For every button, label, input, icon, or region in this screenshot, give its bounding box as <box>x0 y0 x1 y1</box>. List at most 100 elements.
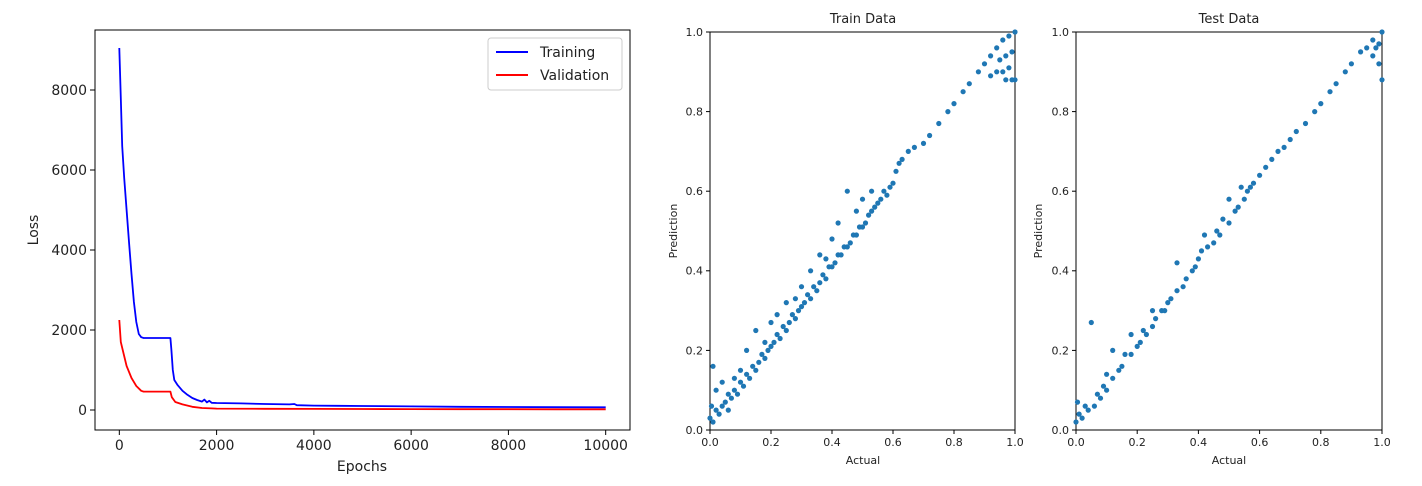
test-data-point <box>1263 164 1269 170</box>
train-data-point <box>768 319 774 326</box>
test-data-point <box>1149 308 1156 314</box>
train-data-point <box>814 288 820 294</box>
test-data-point <box>1076 411 1082 417</box>
test-data-point <box>1074 399 1081 405</box>
test-data-point <box>1201 232 1208 238</box>
loss-x-tick-label: 6000 <box>393 438 429 454</box>
test-data-point <box>1195 256 1201 262</box>
train-data-point <box>725 391 731 397</box>
train-data-point <box>740 383 747 389</box>
train-data-point <box>896 160 902 166</box>
test-data-point <box>1110 375 1116 381</box>
test-data-point <box>1183 276 1189 282</box>
train-x-tick-label: 0.8 <box>945 436 963 449</box>
test-chart-title: Test Data <box>1198 12 1260 27</box>
train-data-point <box>844 188 850 194</box>
test-x-tick-label: 0.4 <box>1190 436 1208 449</box>
train-x-tick-label: 1.0 <box>1006 436 1024 449</box>
train-data-point <box>783 327 789 334</box>
train-data-point <box>747 375 753 381</box>
test-data-point <box>1214 228 1220 234</box>
train-y-tick-label: 1.0 <box>686 26 704 39</box>
loss-x-tick-label: 0 <box>115 438 124 454</box>
train-data-point <box>966 81 972 87</box>
test-data-point <box>1370 37 1376 43</box>
test-data-point <box>1116 367 1122 373</box>
train-data-point <box>872 204 878 210</box>
loss-x-tick-label: 4000 <box>296 438 332 454</box>
test-data-point <box>1373 45 1379 51</box>
train-data-point <box>750 363 756 369</box>
train-data-point <box>936 120 942 127</box>
train-data-point <box>835 220 841 226</box>
test-data-point <box>1128 331 1134 338</box>
train-data-point <box>960 89 966 95</box>
train-data-point <box>1009 49 1015 55</box>
train-data-point <box>817 252 823 258</box>
loss-y-tick-label: 8000 <box>51 83 87 99</box>
train-x-axis-label: Actual <box>846 454 880 467</box>
test-data-point <box>1168 296 1174 302</box>
series-line-training <box>118 47 606 409</box>
test-data-point <box>1318 101 1324 107</box>
train-data-point <box>777 335 783 342</box>
train-data-point <box>1012 29 1018 35</box>
loss-x-tick-label: 2000 <box>199 438 235 454</box>
test-data-point <box>1358 49 1364 55</box>
test-data-point <box>1097 395 1104 401</box>
train-data-point <box>722 399 728 405</box>
train-data-point <box>1006 65 1012 71</box>
loss-y-tick-label: 2000 <box>51 323 87 339</box>
test-data-point <box>1220 216 1226 222</box>
test-data-point <box>1312 109 1318 115</box>
train-data-point <box>1003 77 1009 83</box>
test-data-point <box>1376 41 1382 47</box>
train-data-point <box>853 232 860 238</box>
test-data-point <box>1174 260 1180 266</box>
test-x-tick-label: 0.2 <box>1128 436 1146 449</box>
loss-plot-frame <box>94 29 631 431</box>
train-data-point <box>881 188 887 194</box>
train-data-point <box>869 188 875 194</box>
test-data-point <box>1094 391 1100 397</box>
train-data-point <box>768 343 774 349</box>
train-data-point <box>951 101 957 107</box>
test-data-point <box>1217 232 1223 238</box>
train-data-point <box>771 339 777 345</box>
test-data-point <box>1333 81 1339 87</box>
train-data-point <box>798 284 805 290</box>
train-data-point <box>817 280 823 286</box>
train-data-point <box>737 379 744 385</box>
train-data-point <box>884 192 890 198</box>
train-data-point <box>811 284 817 290</box>
test-data-point <box>1348 61 1354 67</box>
test-data-point <box>1134 343 1140 349</box>
test-y-tick-label: 0.6 <box>1052 185 1070 198</box>
loss-legend: Training Validation <box>487 37 623 91</box>
train-data-point <box>759 351 765 357</box>
test-data-point <box>1128 351 1134 357</box>
test-data-point <box>1247 184 1253 190</box>
train-data-point <box>783 300 789 306</box>
test-data-point <box>1104 371 1110 377</box>
test-y-tick-label: 0.0 <box>1052 424 1070 437</box>
loss-x-tick-label: 10000 <box>583 438 628 454</box>
train-data-point <box>905 148 911 154</box>
test-y-tick-label: 0.2 <box>1052 344 1070 357</box>
test-data-point <box>1238 184 1244 190</box>
train-data-point <box>862 220 869 226</box>
train-data-point <box>981 61 988 67</box>
train-data-point <box>792 296 799 302</box>
train-data-point <box>762 355 768 361</box>
train-data-point <box>920 140 927 146</box>
test-x-tick-label: 0.8 <box>1312 436 1330 449</box>
train-data-point <box>792 316 799 322</box>
test-y-axis-label: Prediction <box>1032 204 1045 259</box>
train-x-tick-label: 0.0 <box>701 436 719 449</box>
train-data-point <box>808 296 814 302</box>
loss-y-axis-label: Loss <box>26 215 42 246</box>
train-data-point <box>753 327 759 334</box>
test-data-point <box>1226 196 1232 202</box>
test-x-tick-label: 0.0 <box>1067 436 1085 449</box>
train-data-point <box>744 371 750 377</box>
